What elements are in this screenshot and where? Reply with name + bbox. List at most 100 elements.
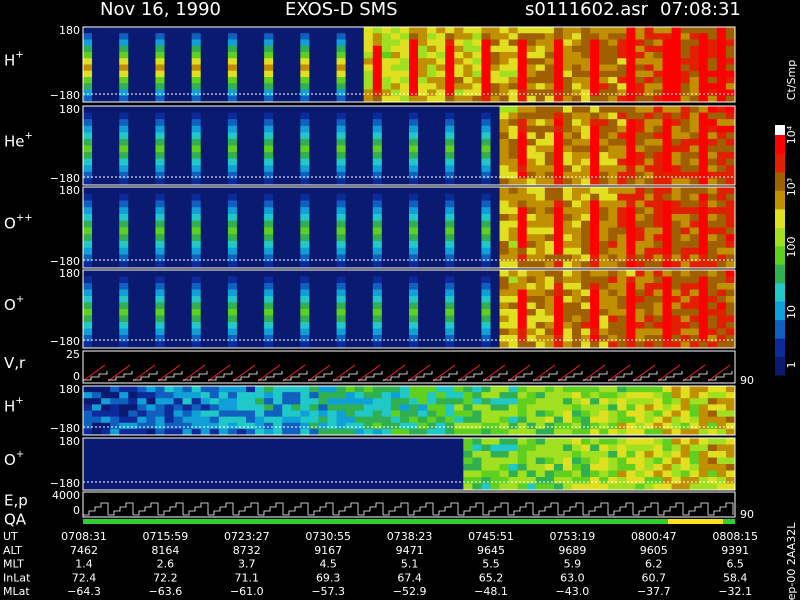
panel-label-text: H <box>4 51 15 69</box>
spectrogram-cell <box>454 241 464 249</box>
spectrogram-cell <box>499 112 510 120</box>
spectrogram-cell <box>218 241 229 249</box>
spectrogram-cell <box>544 241 555 249</box>
spectrogram-cell <box>200 193 211 201</box>
spectrogram-cell <box>137 33 147 40</box>
spectrogram-cell <box>526 341 537 349</box>
spectrogram-cell <box>472 132 482 140</box>
spectrogram-cell <box>236 322 247 329</box>
spectrogram-cell <box>445 444 455 452</box>
spectrogram-cell <box>590 145 600 153</box>
spectrogram-cell <box>662 276 673 284</box>
spectrogram-cell <box>445 125 455 133</box>
spectrogram-cell <box>227 241 238 249</box>
spectrogram-cell <box>173 207 184 215</box>
spectrogram-cell <box>300 392 310 399</box>
spectrogram-cell <box>318 106 328 114</box>
spectrogram-cell <box>499 39 510 47</box>
spectrogram-cell <box>273 70 283 78</box>
spectrogram-cell <box>200 477 211 484</box>
spectrogram-cell <box>227 457 238 465</box>
spectrogram-cell <box>345 70 356 78</box>
spectrogram-cell <box>191 152 202 160</box>
spectrogram-cell <box>83 95 93 103</box>
spectrogram-cell <box>200 247 211 255</box>
spectrogram-cell <box>526 214 537 222</box>
spectrogram-cell <box>653 261 664 269</box>
spectrogram-cell <box>173 457 184 465</box>
spectrogram-cell <box>146 106 156 114</box>
spectrogram-cell <box>92 302 102 310</box>
spectrogram-cell <box>255 152 265 160</box>
spectrogram-cell <box>146 241 156 249</box>
spectrogram-cell <box>291 95 301 103</box>
spectrogram-cell <box>255 444 265 452</box>
spectrogram-cell <box>535 33 546 40</box>
spectrogram-cell <box>445 158 455 166</box>
spectrogram-cell <box>436 470 446 478</box>
spectrogram-cell <box>608 386 618 393</box>
spectrogram-cell <box>146 261 156 269</box>
spectrogram-cell <box>300 64 310 72</box>
spectrogram-cell <box>562 322 573 329</box>
spectrogram-cell <box>490 470 501 478</box>
spectrogram-cell <box>209 145 220 153</box>
spectrogram-cell <box>481 451 491 458</box>
spectrogram-cell <box>236 39 247 47</box>
spectrogram-cell <box>255 119 265 127</box>
spectrogram-cell <box>590 77 600 84</box>
spectrogram-cell <box>644 322 654 329</box>
spectrogram-cell <box>698 335 709 342</box>
spectrogram-cell <box>490 315 501 323</box>
spectrogram-cell <box>572 322 582 329</box>
spectrogram-cell <box>644 187 654 195</box>
spectrogram-cell <box>155 193 165 201</box>
spectrogram-cell <box>209 276 220 284</box>
spectrogram-cell <box>644 200 654 208</box>
spectrogram-cell <box>128 276 138 284</box>
spectrogram-cell <box>173 70 184 78</box>
spectrogram-cell <box>581 227 591 235</box>
spectrogram-cell <box>318 214 328 222</box>
spectrogram-cell <box>200 261 211 269</box>
spectrogram-cell <box>626 404 636 411</box>
spectrogram-cell <box>608 178 618 186</box>
spectrogram-cell <box>246 457 256 465</box>
spectrogram-cell <box>499 165 510 173</box>
spectrogram-cell <box>110 322 120 329</box>
spectrogram-cell <box>273 422 283 430</box>
spectrogram-cell <box>535 106 546 114</box>
spectrogram-cell <box>662 416 673 424</box>
spectrogram-cell <box>236 220 247 228</box>
spectrogram-cell <box>599 386 609 393</box>
spectrogram-cell <box>508 289 519 297</box>
spectrogram-cell <box>689 422 700 430</box>
spectrogram-cell <box>318 33 328 40</box>
spectrogram-cell <box>282 444 292 452</box>
spectrogram-cell <box>146 341 156 349</box>
spectrogram-cell <box>273 45 283 53</box>
spectrogram-cell <box>345 247 356 255</box>
spectrogram-cell <box>526 261 537 269</box>
spectrogram-cell <box>472 276 482 284</box>
spectrogram-cell <box>499 171 510 179</box>
spectrogram-cell <box>698 416 709 424</box>
spectrogram-cell <box>698 328 709 336</box>
spectrogram-cell <box>662 220 673 228</box>
spectrogram-cell <box>635 386 645 393</box>
spectrogram-cell <box>562 451 573 458</box>
spectrogram-cell <box>581 152 591 160</box>
spectrogram-cell <box>264 234 274 242</box>
spectrogram-cell <box>399 457 410 465</box>
spectrogram-cell <box>707 106 718 114</box>
spectrogram-cell <box>535 270 546 277</box>
spectrogram-cell <box>327 398 338 405</box>
spectrogram-cell <box>490 451 501 458</box>
spectrogram-cell <box>246 410 256 418</box>
spectrogram-cell <box>318 125 328 133</box>
spectrogram-cell <box>517 386 528 393</box>
tick-label: −180 <box>50 172 80 185</box>
spectrogram-cell <box>553 138 564 146</box>
spectrogram-cell <box>707 289 718 297</box>
spectrogram-cell <box>191 398 202 405</box>
